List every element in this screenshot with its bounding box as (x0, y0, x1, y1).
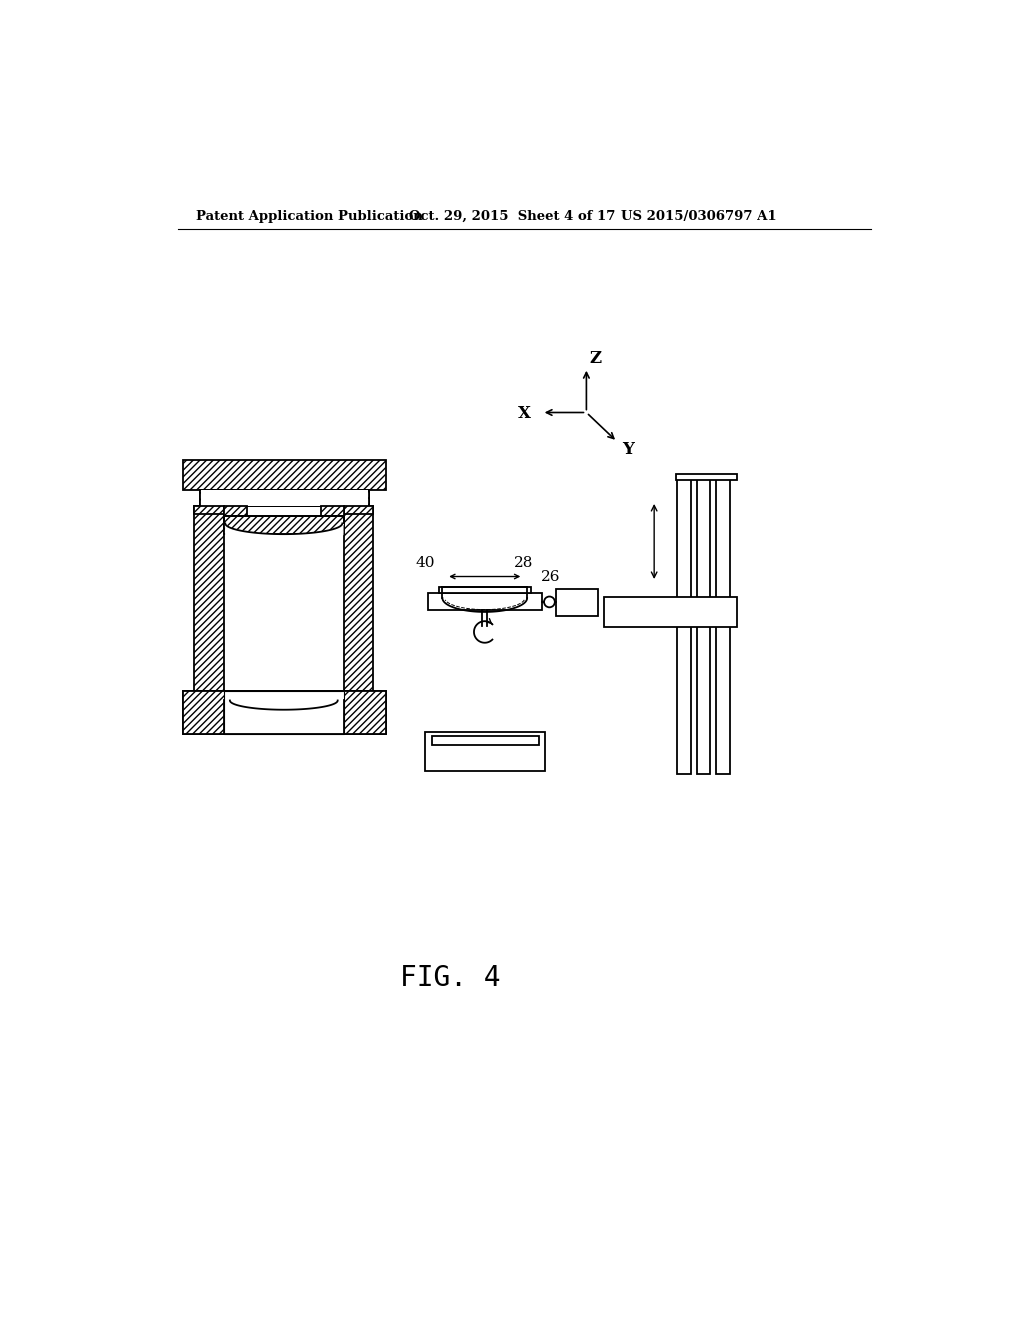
Bar (272, 490, 286, 507)
Text: Y: Y (623, 441, 635, 458)
Bar (696, 478, 711, 775)
Bar (200, 490, 370, 507)
Text: X: X (518, 405, 531, 422)
Bar (306, 490, 370, 507)
Bar (438, 587, 531, 593)
Bar (223, 507, 247, 516)
Bar (321, 507, 344, 516)
Text: US 2015/0306797 A1: US 2015/0306797 A1 (621, 210, 776, 223)
Circle shape (544, 597, 555, 607)
Bar (604, 598, 736, 627)
Text: 28: 28 (514, 556, 532, 570)
Bar (716, 478, 730, 775)
Text: FIG. 4: FIG. 4 (399, 965, 501, 993)
Bar (223, 692, 344, 734)
Bar (252, 490, 272, 507)
Text: 40: 40 (416, 556, 435, 570)
Bar (200, 490, 370, 507)
Bar (344, 507, 373, 515)
Bar (556, 589, 598, 615)
Bar (223, 692, 344, 733)
Bar (286, 490, 306, 507)
Bar (183, 461, 386, 490)
Bar (676, 474, 736, 480)
Bar (239, 490, 252, 507)
Bar (344, 507, 373, 692)
Bar (183, 692, 386, 734)
Text: 26: 26 (541, 569, 560, 583)
Bar (223, 490, 239, 507)
Bar (428, 594, 542, 610)
Bar (200, 490, 223, 507)
Text: Z: Z (590, 350, 602, 367)
Bar (183, 692, 386, 734)
Bar (425, 733, 545, 771)
Text: Patent Application Publication: Patent Application Publication (196, 210, 423, 223)
Bar (432, 737, 539, 744)
Bar (223, 516, 344, 535)
Bar (677, 478, 691, 775)
Text: Oct. 29, 2015  Sheet 4 of 17: Oct. 29, 2015 Sheet 4 of 17 (410, 210, 615, 223)
Bar (195, 507, 223, 692)
Bar (195, 507, 223, 515)
Bar (201, 490, 369, 506)
